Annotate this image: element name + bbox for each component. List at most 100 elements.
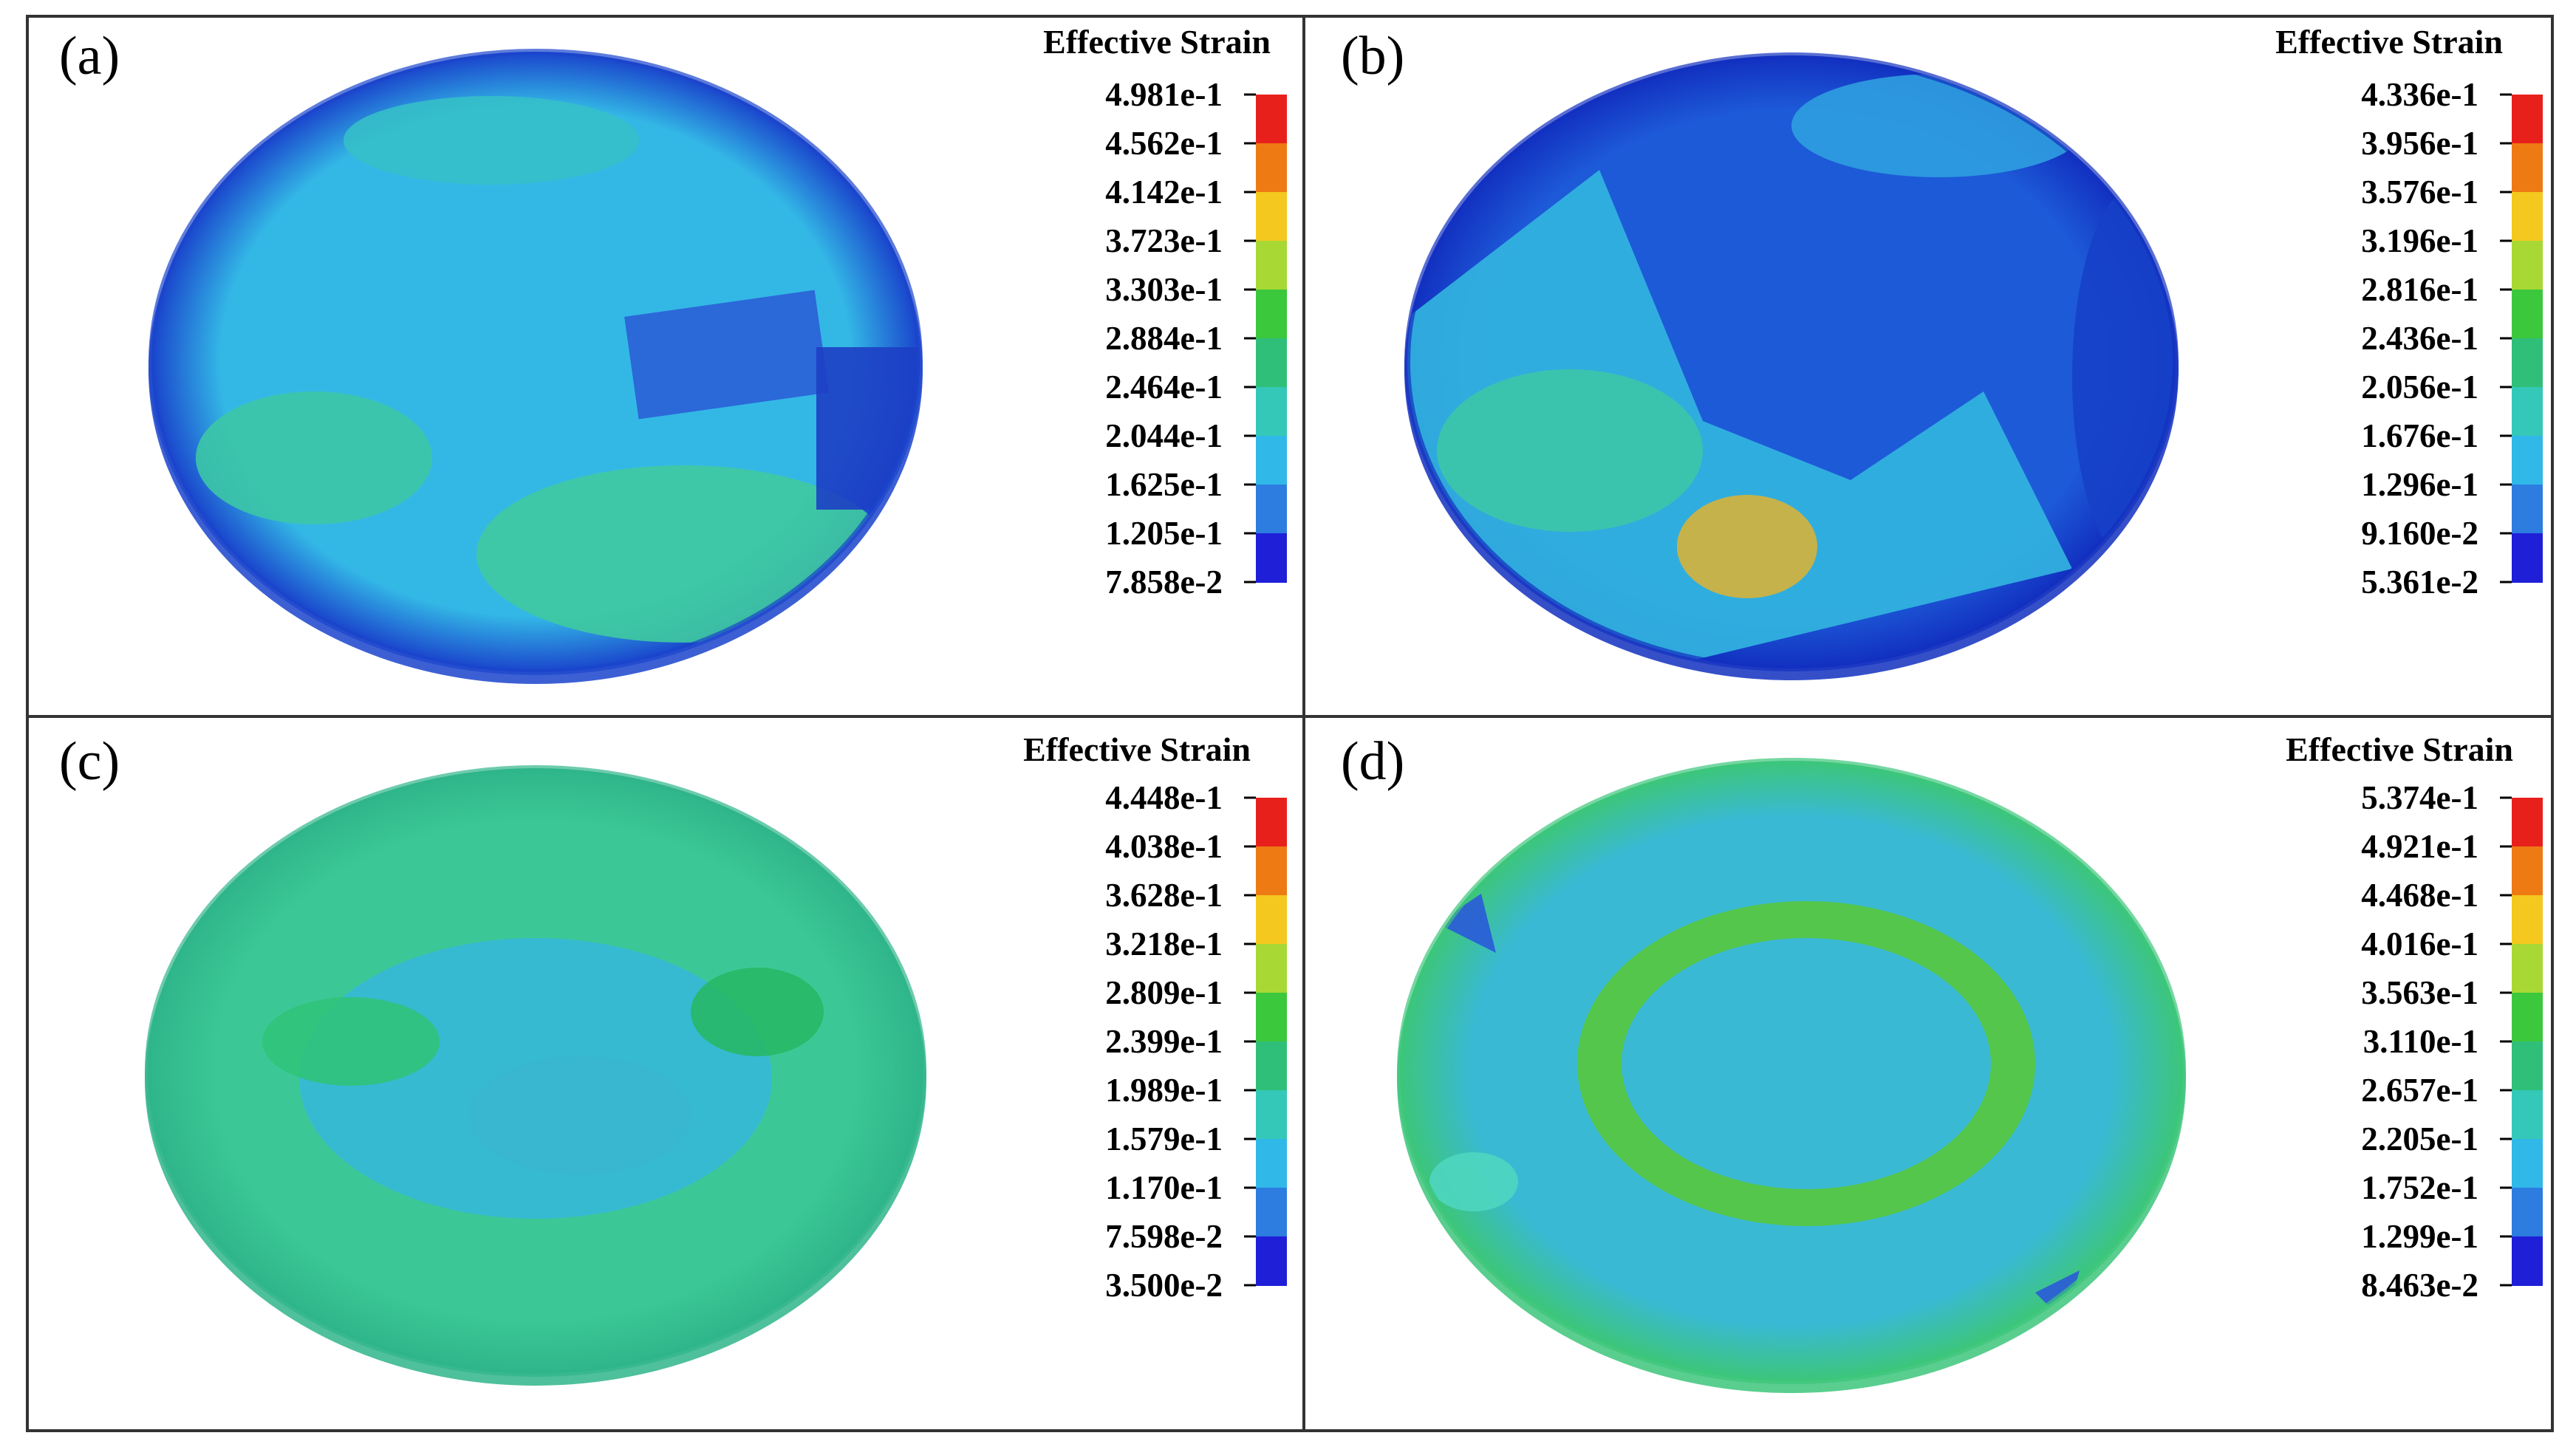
- colorbar-segment: [2512, 1041, 2543, 1091]
- panel-tag: (b): [1341, 26, 1404, 86]
- colorbar-tick-label: 1.299e-1: [2361, 1218, 2478, 1255]
- colorbar-tick-label: 4.981e-1: [1105, 76, 1223, 113]
- colorbar-tick-label: 3.956e-1: [2361, 125, 2478, 162]
- colorbar-tick-label: 4.016e-1: [2361, 925, 2478, 962]
- colorbar-segment: [2512, 1139, 2543, 1188]
- strain-patch: [1407, 170, 2072, 668]
- colorbar: 4.981e-1 4.562e-1 4.142e-1 3.723e-1 3.303e-1…: [1105, 76, 1287, 600]
- colorbar-segment: [1256, 387, 1287, 437]
- colorbar: 5.374e-1 4.921e-1 4.468e-1 4.016e-1 3.563e-1…: [2361, 779, 2543, 1304]
- figure-frame: [26, 15, 2554, 1432]
- panel-tag: (a): [59, 26, 120, 86]
- colorbar-segment: [2512, 338, 2543, 388]
- colorbar-tick-label: 4.336e-1: [2361, 76, 2478, 113]
- strain-patches: [262, 938, 824, 1219]
- colorbar-segment: [1256, 993, 1287, 1042]
- colorbar-segment: [1256, 533, 1287, 583]
- colorbar-segment: [1256, 798, 1287, 847]
- colorbar-tick-label: 2.809e-1: [1105, 974, 1223, 1011]
- colorbar-tick-label: 8.463e-2: [2361, 1267, 2478, 1304]
- legend-title: Effective Strain: [2275, 23, 2503, 61]
- panel-d: (d) Effective Strain 5.374e-1 4.921e-1 4.468…: [1341, 730, 2543, 1393]
- contour-disc: [148, 49, 923, 684]
- colorbar-tick-label: 2.464e-1: [1105, 369, 1223, 406]
- colorbar-tick-label: 1.989e-1: [1105, 1072, 1223, 1109]
- colorbar-tick-label: 1.625e-1: [1105, 466, 1223, 503]
- strain-patch: [262, 997, 440, 1086]
- panel-tag: (d): [1341, 731, 1404, 792]
- colorbar-tick-label: 3.628e-1: [1105, 877, 1223, 914]
- colorbar: 4.448e-1 4.038e-1 3.628e-1 3.218e-1 2.809e-1…: [1105, 779, 1287, 1304]
- colorbar-segment: [1256, 192, 1287, 242]
- panel-b: (b) Effective Strain 4.336e-1 3.956e-1 3.576…: [1341, 23, 2543, 680]
- strain-patch: [196, 391, 432, 524]
- colorbar-tick-label: 5.361e-2: [2361, 564, 2478, 600]
- colorbar-segment: [1256, 436, 1287, 485]
- colorbar-tick-label: 3.563e-1: [2361, 974, 2478, 1011]
- colorbar-segment: [2512, 1236, 2543, 1286]
- colorbar-tick-label: 1.170e-1: [1105, 1169, 1223, 1206]
- colorbar-tick-label: 1.752e-1: [2361, 1169, 2478, 1206]
- contour-disc: [1404, 52, 2179, 680]
- colorbar-tick-label: 9.160e-2: [2361, 515, 2478, 552]
- colorbar-segment: [2512, 387, 2543, 437]
- colorbar-segment: [2512, 895, 2543, 945]
- colorbar-tick-label: 3.500e-2: [1105, 1267, 1223, 1304]
- strain-patch: [1791, 74, 2087, 177]
- colorbar-tick-label: 3.723e-1: [1105, 222, 1223, 259]
- colorbar-tick-label: 2.205e-1: [2361, 1120, 2478, 1157]
- colorbar-tick-label: 4.468e-1: [2361, 877, 2478, 914]
- colorbar-segment: [1256, 338, 1287, 388]
- colorbar-segment: [2512, 1188, 2543, 1237]
- colorbar-tick-label: 2.399e-1: [1105, 1023, 1223, 1060]
- colorbar-segment: [1256, 1188, 1287, 1237]
- colorbar-segment: [1256, 1090, 1287, 1140]
- colorbar-segment: [1256, 485, 1287, 534]
- colorbar-segment: [2512, 798, 2543, 847]
- contour-disc: [1397, 758, 2186, 1393]
- colorbar-tick-label: 3.576e-1: [2361, 174, 2478, 211]
- legend-title: Effective Strain: [1043, 23, 1271, 61]
- colorbar-tick-label: 3.218e-1: [1105, 925, 1223, 962]
- strain-patch: [1622, 938, 1991, 1189]
- colorbar-tick-label: 7.858e-2: [1105, 564, 1223, 600]
- colorbar-segment: [1256, 95, 1287, 144]
- panel-tag: (c): [59, 731, 120, 792]
- colorbar-segment: [1256, 895, 1287, 945]
- colorbar-segment: [2512, 192, 2543, 242]
- contour-disc: [145, 765, 926, 1386]
- legend-title: Effective Strain: [1023, 730, 1251, 768]
- colorbar-tick-label: 1.205e-1: [1105, 515, 1223, 552]
- strain-patch: [691, 968, 824, 1056]
- strain-patch: [469, 1056, 691, 1174]
- colorbar-segment: [2512, 290, 2543, 339]
- colorbar-segment: [1256, 1139, 1287, 1188]
- colorbar-segment: [2512, 993, 2543, 1042]
- colorbar-tick-label: 2.056e-1: [2361, 369, 2478, 406]
- legend-title: Effective Strain: [2286, 730, 2513, 768]
- colorbar-segment: [1256, 143, 1287, 193]
- strain-patch: [2072, 185, 2176, 569]
- strain-patch: [1677, 495, 1817, 598]
- colorbar-tick-label: 2.044e-1: [1105, 417, 1223, 454]
- panel-a: (a) Effective Strain 4.981e-1 4.562e-1 4.142…: [59, 23, 1287, 684]
- colorbar-tick-label: 4.921e-1: [2361, 828, 2478, 865]
- strain-patches: [1429, 894, 2080, 1322]
- strain-patch: [1429, 1152, 1518, 1211]
- colorbar-tick-label: 1.676e-1: [2361, 417, 2478, 454]
- colorbar-segment: [2512, 1090, 2543, 1140]
- strain-patch: [624, 290, 830, 420]
- colorbar-segment: [2512, 944, 2543, 993]
- colorbar-segment: [1256, 290, 1287, 339]
- colorbar-segment: [1256, 1236, 1287, 1286]
- colorbar-segment: [1256, 846, 1287, 896]
- colorbar-segment: [2512, 485, 2543, 534]
- strain-patch: [344, 96, 639, 185]
- colorbar-segment: [2512, 143, 2543, 193]
- colorbar-tick-label: 4.142e-1: [1105, 174, 1223, 211]
- colorbar-segment: [1256, 241, 1287, 290]
- colorbar-tick-label: 4.448e-1: [1105, 779, 1223, 816]
- colorbar-segment: [2512, 436, 2543, 485]
